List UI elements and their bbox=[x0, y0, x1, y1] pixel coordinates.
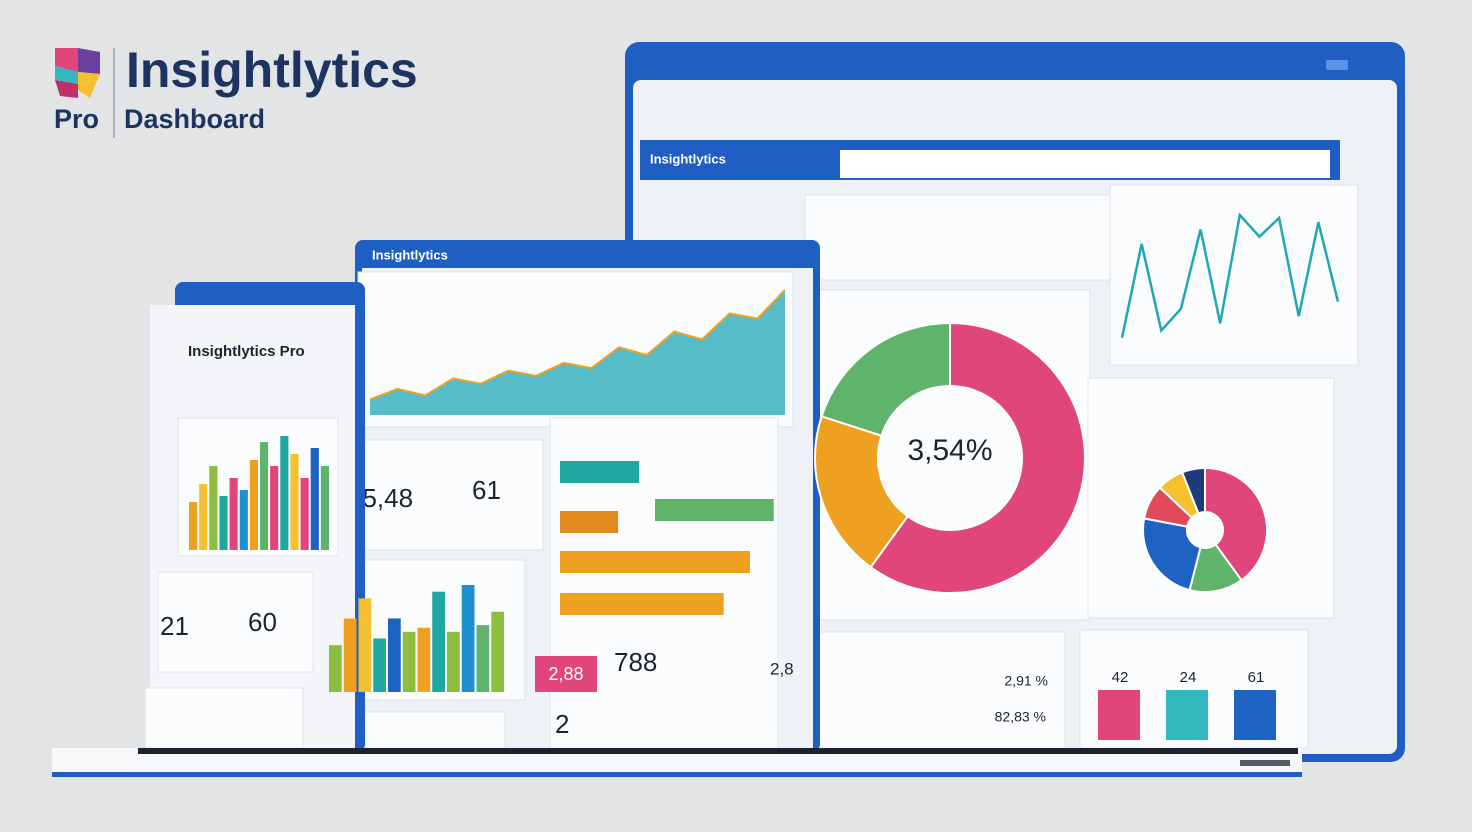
bar bbox=[270, 466, 279, 550]
stat-value: 2,91 % bbox=[1004, 673, 1048, 689]
logo-piece bbox=[78, 72, 100, 98]
kpi-value: 788 bbox=[614, 647, 657, 677]
logo-piece bbox=[78, 48, 100, 74]
h-bar bbox=[560, 511, 619, 533]
bar bbox=[461, 585, 475, 692]
h-bar bbox=[655, 499, 774, 521]
kpi-box bbox=[1098, 690, 1140, 740]
logo bbox=[55, 48, 100, 98]
window-button[interactable] bbox=[1326, 60, 1348, 70]
h-bar bbox=[560, 593, 724, 615]
stat-value: 2,8 bbox=[770, 659, 794, 678]
bar bbox=[417, 627, 431, 692]
brand-name: Insightlytics bbox=[126, 42, 418, 98]
segment bbox=[869, 321, 1086, 594]
stat-value: 82,83 % bbox=[995, 709, 1046, 725]
logo-piece bbox=[55, 66, 78, 84]
bar bbox=[209, 466, 218, 550]
bar bbox=[358, 598, 372, 692]
logo-piece bbox=[55, 48, 78, 72]
panel bbox=[804, 194, 1111, 281]
bar bbox=[229, 478, 238, 550]
window-title: Insightlytics bbox=[372, 247, 448, 262]
area-line bbox=[369, 289, 786, 401]
window-title: Insightlytics bbox=[650, 151, 726, 166]
bar bbox=[290, 454, 299, 550]
search-bar[interactable] bbox=[840, 150, 1330, 178]
segment bbox=[1180, 466, 1206, 515]
panel bbox=[144, 687, 304, 749]
area bbox=[370, 290, 785, 415]
base-edge bbox=[138, 748, 1298, 754]
kpi-value: 2 bbox=[555, 709, 569, 739]
kpi-box bbox=[1234, 690, 1276, 740]
bar bbox=[432, 591, 445, 692]
bar bbox=[199, 484, 208, 550]
bar bbox=[239, 490, 248, 550]
bar bbox=[310, 448, 319, 550]
donut-label: 3,54% bbox=[907, 434, 992, 467]
bar bbox=[300, 478, 309, 550]
bar bbox=[476, 625, 490, 692]
box-label: 24 bbox=[1180, 669, 1197, 686]
bar bbox=[447, 631, 460, 692]
bar bbox=[491, 611, 504, 692]
box-label: 61 bbox=[1248, 669, 1265, 686]
window-title: Insightlytics Pro bbox=[188, 343, 305, 360]
bar bbox=[249, 460, 258, 550]
bar bbox=[280, 436, 289, 550]
segment bbox=[1204, 466, 1268, 582]
bar bbox=[373, 638, 386, 692]
panel bbox=[1109, 184, 1359, 366]
kpi-value: 61 bbox=[472, 475, 501, 505]
segment bbox=[814, 415, 910, 569]
panel bbox=[337, 439, 544, 551]
bar bbox=[329, 645, 342, 692]
segment bbox=[820, 321, 951, 438]
badge bbox=[535, 656, 597, 692]
bar bbox=[343, 618, 357, 692]
logo-piece bbox=[55, 80, 78, 98]
charts: 42 24 61 bbox=[189, 212, 1340, 740]
kpi-value: 21 bbox=[160, 611, 189, 641]
bar bbox=[320, 466, 329, 550]
bar bbox=[219, 496, 228, 550]
bar bbox=[260, 442, 269, 550]
base-trim bbox=[52, 772, 1302, 777]
segment bbox=[1142, 517, 1202, 592]
panel bbox=[157, 571, 314, 673]
kpi-box bbox=[1166, 690, 1208, 740]
brand-sub: Dashboard bbox=[124, 104, 265, 134]
box-label: 42 bbox=[1112, 669, 1129, 686]
badge-value: 2,88 bbox=[548, 664, 583, 684]
bar bbox=[189, 502, 198, 550]
bar bbox=[388, 618, 401, 692]
line bbox=[1120, 212, 1340, 339]
bar bbox=[402, 631, 416, 692]
h-bar bbox=[560, 461, 640, 483]
kpi-value: 60 bbox=[248, 607, 277, 637]
brand-sub: Pro bbox=[54, 104, 99, 134]
base-slot bbox=[1240, 760, 1290, 766]
h-bar bbox=[560, 551, 750, 573]
